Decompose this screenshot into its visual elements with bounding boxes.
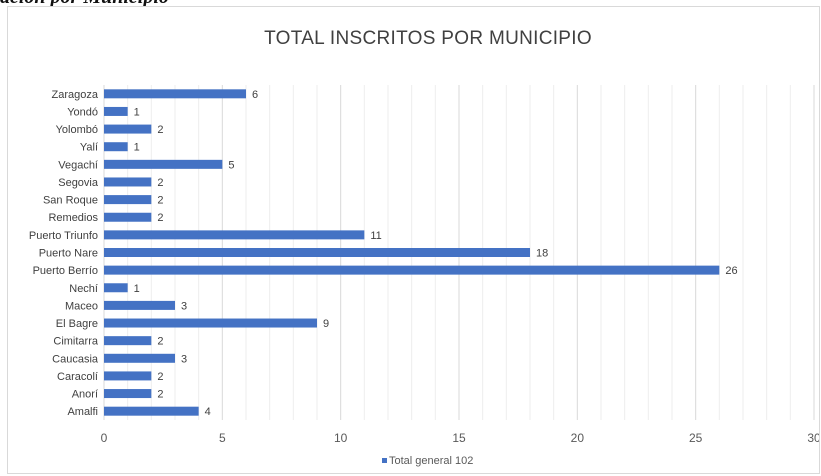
data-label: 2 (157, 389, 163, 401)
x-tick-label: 15 (452, 431, 466, 445)
category-label: Segovia (58, 177, 99, 189)
bar (104, 371, 152, 381)
category-label: San Roque (43, 195, 98, 207)
category-label: Puerto Triunfo (29, 230, 98, 242)
category-label: Caucasia (52, 353, 99, 365)
bar (104, 195, 152, 205)
x-tick-label: 10 (334, 431, 348, 445)
bar (104, 159, 223, 169)
category-label: Yondó (67, 106, 98, 118)
category-label: Nechí (69, 283, 98, 295)
bar (104, 124, 152, 134)
data-label: 18 (536, 248, 548, 260)
category-label: Anorí (72, 389, 98, 401)
bar-chart: TOTAL INSCRITOS POR MUNICIPIO 0 5 10 15 20 25… (29, 28, 819, 467)
data-label: 11 (370, 230, 381, 242)
category-label: Vegachí (58, 159, 98, 171)
legend-swatch (382, 458, 387, 463)
bar (104, 283, 128, 293)
data-label: 3 (181, 300, 187, 312)
x-tick-label: 30 (807, 431, 819, 445)
category-label: Caracolí (57, 371, 98, 383)
data-label: 2 (157, 336, 163, 348)
data-label: 6 (252, 89, 258, 101)
data-label: 4 (205, 406, 211, 418)
data-label: 2 (157, 124, 163, 136)
figure-caption: ación por Municipio (0, 0, 821, 8)
x-tick-label: 0 (101, 431, 108, 445)
data-label: 2 (157, 195, 163, 207)
x-tick-label: 5 (219, 431, 226, 445)
x-tick-label: 20 (571, 431, 585, 445)
category-label: Puerto Nare (39, 248, 98, 260)
data-label: 2 (157, 212, 163, 224)
legend-label: Total general 102 (389, 455, 473, 467)
data-label: 1 (134, 142, 140, 154)
chart-frame: TOTAL INSCRITOS POR MUNICIPIO 0 5 10 15 20 25… (7, 6, 820, 474)
bar (104, 406, 199, 416)
data-label: 3 (181, 353, 187, 365)
category-label: Puerto Berrío (33, 265, 98, 277)
bar (104, 230, 365, 240)
bar (104, 353, 175, 363)
bar (104, 389, 152, 399)
data-label: 1 (134, 283, 140, 295)
x-tick-label: 25 (689, 431, 703, 445)
category-label: El Bagre (56, 318, 98, 330)
data-label: 2 (157, 177, 163, 189)
data-label: 5 (228, 159, 234, 171)
data-label: 26 (725, 265, 737, 277)
category-label: Zaragoza (52, 89, 99, 101)
bar (104, 142, 128, 152)
category-label: Yalí (80, 142, 98, 154)
bar (104, 336, 152, 346)
bar (104, 318, 317, 328)
bar (104, 177, 152, 187)
category-label: Amalfi (67, 406, 98, 418)
data-label: 1 (134, 106, 140, 118)
data-label: 9 (323, 318, 329, 330)
bar (104, 248, 530, 257)
data-label: 2 (157, 371, 163, 383)
bar (104, 89, 246, 99)
category-label: Maceo (65, 300, 98, 312)
bar (104, 106, 128, 116)
bar (104, 300, 175, 310)
category-label: Yolombó (56, 124, 98, 136)
chart-title: TOTAL INSCRITOS POR MUNICIPIO (264, 28, 592, 49)
bar (104, 212, 152, 222)
category-label: Remedios (48, 212, 98, 224)
category-label: Cimitarra (53, 336, 98, 348)
bar (104, 265, 720, 275)
